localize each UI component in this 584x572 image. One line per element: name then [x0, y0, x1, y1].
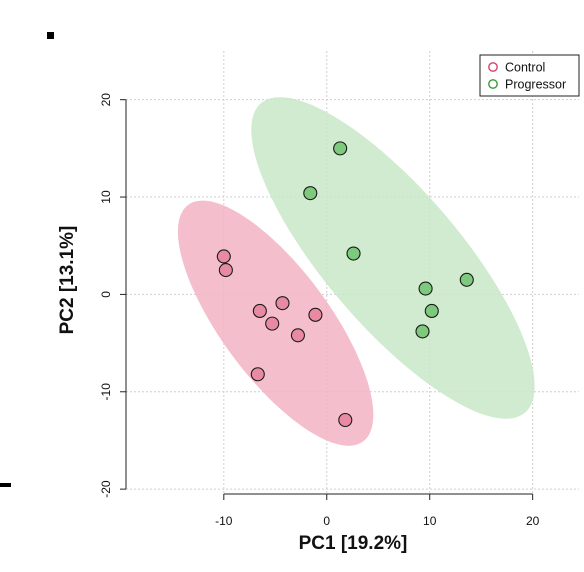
point-progressor: [459, 272, 474, 287]
y-axis-title: PC2 [13.1%]: [57, 226, 78, 335]
point-control: [338, 412, 353, 428]
stray-mark-top: [47, 32, 54, 39]
point-control: [308, 307, 323, 322]
x-tick-label: -10: [215, 514, 233, 528]
stray-mark-bottom: [0, 483, 11, 487]
legend-marker-control: [488, 62, 498, 72]
y-tick-label: -10: [99, 383, 113, 401]
point-progressor: [303, 186, 318, 201]
point-control: [265, 316, 280, 331]
axes: -10 0 10 20 -20 -10 0 10 20: [99, 93, 540, 528]
point-progressor: [418, 281, 433, 296]
data-points: [216, 141, 474, 428]
point-control: [252, 303, 267, 319]
legend-label-control: Control: [505, 61, 545, 75]
point-progressor: [346, 246, 361, 261]
point-progressor: [424, 303, 439, 319]
point-control: [275, 296, 290, 311]
legend-marker-progressor: [488, 79, 498, 89]
x-tick-label: 20: [526, 514, 540, 528]
legend-box: [479, 54, 580, 97]
y-tick-label: 0: [99, 291, 113, 298]
x-tick-label: 0: [323, 514, 330, 528]
y-tick-label: -20: [99, 480, 113, 498]
y-tick-label: 10: [99, 190, 113, 204]
point-control: [218, 263, 233, 278]
point-progressor: [415, 324, 430, 339]
x-axis-title: PC1 [19.2%]: [299, 533, 408, 554]
x-tick-label: 10: [423, 514, 437, 528]
y-tick-label: 20: [99, 93, 113, 107]
legend: Control Progressor: [479, 54, 580, 97]
point-progressor: [333, 141, 348, 156]
point-control: [216, 249, 231, 264]
legend-label-progressor: Progressor: [505, 78, 566, 92]
point-control: [250, 367, 265, 382]
ellipse-progressor: [251, 97, 535, 419]
point-control: [290, 328, 305, 343]
